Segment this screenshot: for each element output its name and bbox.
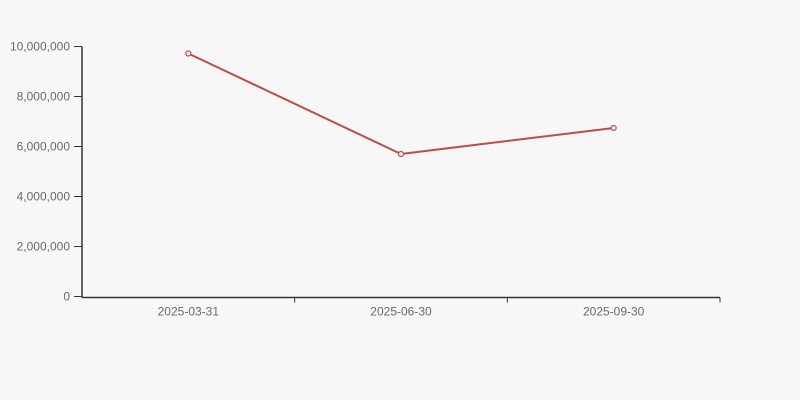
y-axis-tick-label: 4,000,000 [17, 190, 71, 204]
series-line [187, 52, 615, 155]
data-point-marker [610, 124, 617, 132]
y-axis-tick-label: 10,000,000 [10, 40, 70, 54]
y-axis-tick-label: 2,000,000 [17, 240, 71, 254]
y-axis-tick-label: 0 [63, 290, 70, 304]
y-axis-tick-label: 6,000,000 [17, 140, 71, 154]
x-axis-tick-label: 2025-06-30 [370, 305, 432, 319]
x-axis-tick-label: 2025-03-31 [158, 305, 220, 319]
x-axis-tick-label: 2025-09-30 [583, 305, 645, 319]
data-point-marker [397, 150, 405, 158]
data-point-marker [185, 50, 192, 57]
y-axis-tick-label: 8,000,000 [17, 90, 71, 104]
